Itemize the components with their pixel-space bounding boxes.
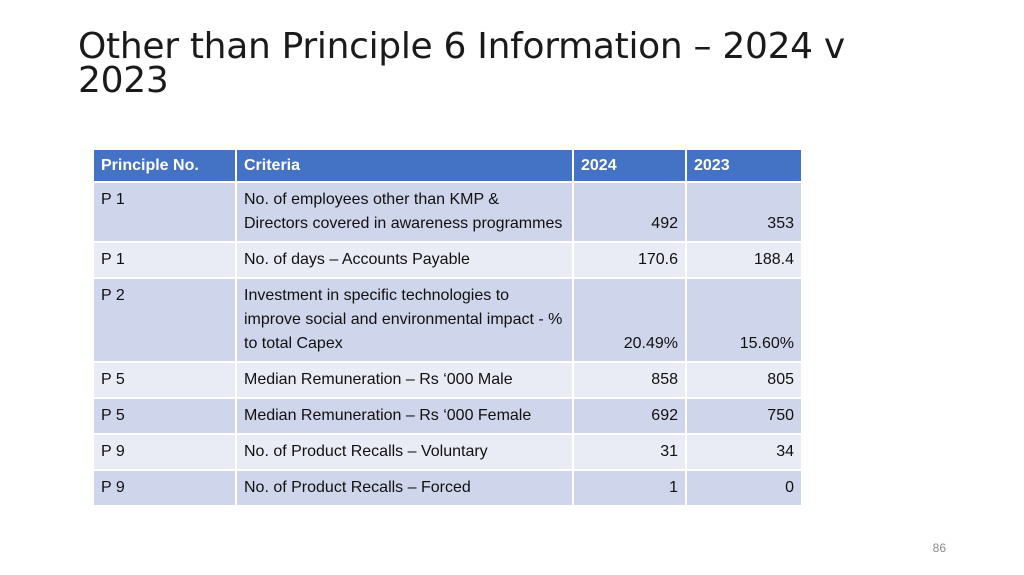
table-row: P 9 No. of Product Recalls – Forced 1 0 bbox=[94, 471, 801, 507]
criteria-cell: No. of days – Accounts Payable bbox=[237, 243, 574, 279]
criteria-cell: Median Remuneration – Rs ‘000 Male bbox=[237, 363, 574, 399]
value-2023-cell: 188.4 bbox=[687, 243, 801, 279]
principle-cell: P 9 bbox=[94, 471, 237, 507]
value-2024-cell: 170.6 bbox=[574, 243, 687, 279]
header-principle: Principle No. bbox=[94, 150, 237, 183]
criteria-cell: Investment in specific technologies to i… bbox=[237, 279, 574, 363]
table-row: P 5 Median Remuneration – Rs ‘000 Female… bbox=[94, 399, 801, 435]
table-header-row: Principle No. Criteria 2024 2023 bbox=[94, 150, 801, 183]
principle-cell: P 1 bbox=[94, 243, 237, 279]
criteria-cell: No. of Product Recalls – Voluntary bbox=[237, 435, 574, 471]
value-2023-cell: 805 bbox=[687, 363, 801, 399]
value-2024-cell: 1 bbox=[574, 471, 687, 507]
value-2024-cell: 20.49% bbox=[574, 279, 687, 363]
page-number: 86 bbox=[932, 541, 946, 555]
value-2023-cell: 0 bbox=[687, 471, 801, 507]
table-row: P 2 Investment in specific technologies … bbox=[94, 279, 801, 363]
header-2024: 2024 bbox=[574, 150, 687, 183]
value-2023-cell: 15.60% bbox=[687, 279, 801, 363]
header-2023: 2023 bbox=[687, 150, 801, 183]
table-row: P 1 No. of employees other than KMP & Di… bbox=[94, 183, 801, 243]
table-row: P 1 No. of days – Accounts Payable 170.6… bbox=[94, 243, 801, 279]
value-2024-cell: 692 bbox=[574, 399, 687, 435]
value-2024-cell: 31 bbox=[574, 435, 687, 471]
principle-cell: P 2 bbox=[94, 279, 237, 363]
header-criteria: Criteria bbox=[237, 150, 574, 183]
slide-title: Other than Principle 6 Information – 202… bbox=[78, 26, 845, 101]
value-2024-cell: 492 bbox=[574, 183, 687, 243]
table-row: P 5 Median Remuneration – Rs ‘000 Male 8… bbox=[94, 363, 801, 399]
principle-cell: P 1 bbox=[94, 183, 237, 243]
table-row: P 9 No. of Product Recalls – Voluntary 3… bbox=[94, 435, 801, 471]
principle-cell: P 5 bbox=[94, 399, 237, 435]
value-2024-cell: 858 bbox=[574, 363, 687, 399]
criteria-cell: Median Remuneration – Rs ‘000 Female bbox=[237, 399, 574, 435]
principle-cell: P 5 bbox=[94, 363, 237, 399]
criteria-cell: No. of employees other than KMP & Direct… bbox=[237, 183, 574, 243]
principle-cell: P 9 bbox=[94, 435, 237, 471]
value-2023-cell: 34 bbox=[687, 435, 801, 471]
value-2023-cell: 750 bbox=[687, 399, 801, 435]
criteria-cell: No. of Product Recalls – Forced bbox=[237, 471, 574, 507]
data-table: Principle No. Criteria 2024 2023 P 1 No.… bbox=[94, 150, 801, 507]
value-2023-cell: 353 bbox=[687, 183, 801, 243]
